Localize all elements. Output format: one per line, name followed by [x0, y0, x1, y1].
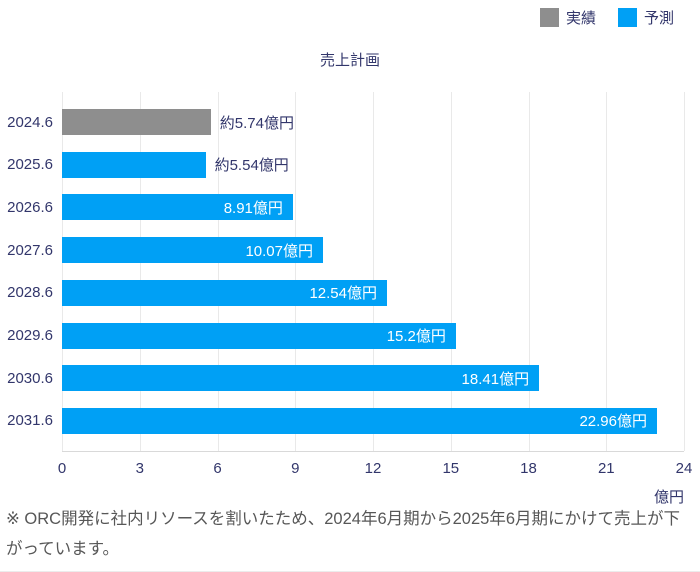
legend: 実績 予測: [539, 7, 674, 28]
bar-2029.6[interactable]: [62, 322, 456, 349]
x-tick-label-18: 18: [520, 460, 537, 477]
chart-title: 売上計画: [319, 52, 380, 69]
category-label-2028.6: 2028.6: [7, 284, 53, 302]
x-tick-label-12: 12: [364, 460, 382, 477]
bar-row-2024.6: 2024.6 約5.74億円: [7, 109, 684, 135]
x-tick-label-24: 24: [675, 460, 693, 477]
x-tick-label-6: 6: [213, 460, 222, 477]
category-label-2031.6: 2031.6: [7, 412, 53, 430]
legend-swatch-actual: [539, 8, 559, 27]
gridline-x-9: [295, 92, 297, 451]
bar-2025.6[interactable]: [62, 151, 206, 178]
bar-row-2026.6: 2026.6 8.91億円: [7, 194, 684, 221]
gridline-x-3: [139, 92, 141, 451]
legend-swatch-forecast: [617, 8, 637, 27]
value-label-2025.6: 約5.54億円: [214, 157, 289, 175]
legend-item-forecast[interactable]: 予測: [617, 7, 674, 28]
category-label-2030.6: 2030.6: [7, 369, 53, 387]
x-tick-label-9: 9: [291, 460, 300, 477]
bar-2030.6[interactable]: [62, 365, 540, 392]
bar-row-2027.6: 2027.6 10.07億円: [7, 237, 684, 264]
category-label-2029.6: 2029.6: [7, 327, 53, 344]
bar-2027.6[interactable]: [62, 237, 323, 264]
x-tick-label-21: 21: [597, 460, 615, 477]
bar-2024.6[interactable]: [62, 109, 211, 135]
bar-row-2031.6: 2031.6 22.96億円: [7, 407, 684, 434]
plot-area: 2024.6 約5.74億円 2025.6 約5.54億円 2026.6 8.91億円 20…: [7, 92, 685, 452]
category-label-2025.6: 2025.6: [7, 156, 53, 174]
x-tick-label-0: 0: [57, 460, 67, 477]
legend-label-forecast: 予測: [643, 10, 674, 27]
footnote: ※ ORC開発に社内リソースを割いたため、2024年6月期から2025年6月期に…: [6, 510, 681, 558]
x-tick-label-3: 3: [135, 460, 144, 477]
bar-row-2028.6: 2028.6 12.54億円: [7, 279, 684, 306]
category-label-2026.6: 2026.6: [7, 198, 53, 216]
bar-row-2025.6: 2025.6 約5.54億円: [7, 151, 684, 178]
x-tick-label-15: 15: [442, 460, 460, 477]
bar-2028.6[interactable]: [62, 279, 387, 306]
value-label-2030.6: 18.41億円: [461, 370, 530, 388]
x-axis-unit-label: 億円: [653, 489, 684, 506]
value-label-2027.6: 10.07億円: [245, 242, 313, 260]
gridline-x-15: [450, 92, 452, 451]
value-label-2028.6: 12.54億円: [309, 285, 377, 303]
legend-item-actual[interactable]: 実績: [539, 7, 596, 28]
bar-row-2030.6: 2030.6 18.41億円: [7, 365, 684, 392]
value-label-2024.6: 約5.74億円: [219, 114, 294, 132]
category-label-2024.6: 2024.6: [7, 113, 53, 131]
gridline-x-21: [606, 92, 608, 451]
legend-label-actual: 実績: [565, 10, 596, 27]
value-label-2031.6: 22.96億円: [579, 413, 647, 431]
gridline-x-18: [528, 92, 530, 451]
gridline-x-6: [217, 92, 219, 451]
value-label-2029.6: 15.2億円: [386, 328, 446, 345]
x-axis-ticks: 0 3 6 9 12 15 18 21 24: [58, 460, 693, 480]
value-label-2026.6: 8.91億円: [223, 199, 283, 217]
bar-2031.6[interactable]: [62, 407, 657, 434]
bar-2026.6[interactable]: [62, 194, 293, 221]
gridline-x-24: [684, 92, 685, 451]
gridline-x-0: [62, 92, 63, 451]
gridline-x-12: [373, 92, 374, 451]
category-label-2027.6: 2027.6: [7, 241, 53, 259]
bar-row-2029.6: 2029.6 15.2億円: [7, 322, 684, 349]
